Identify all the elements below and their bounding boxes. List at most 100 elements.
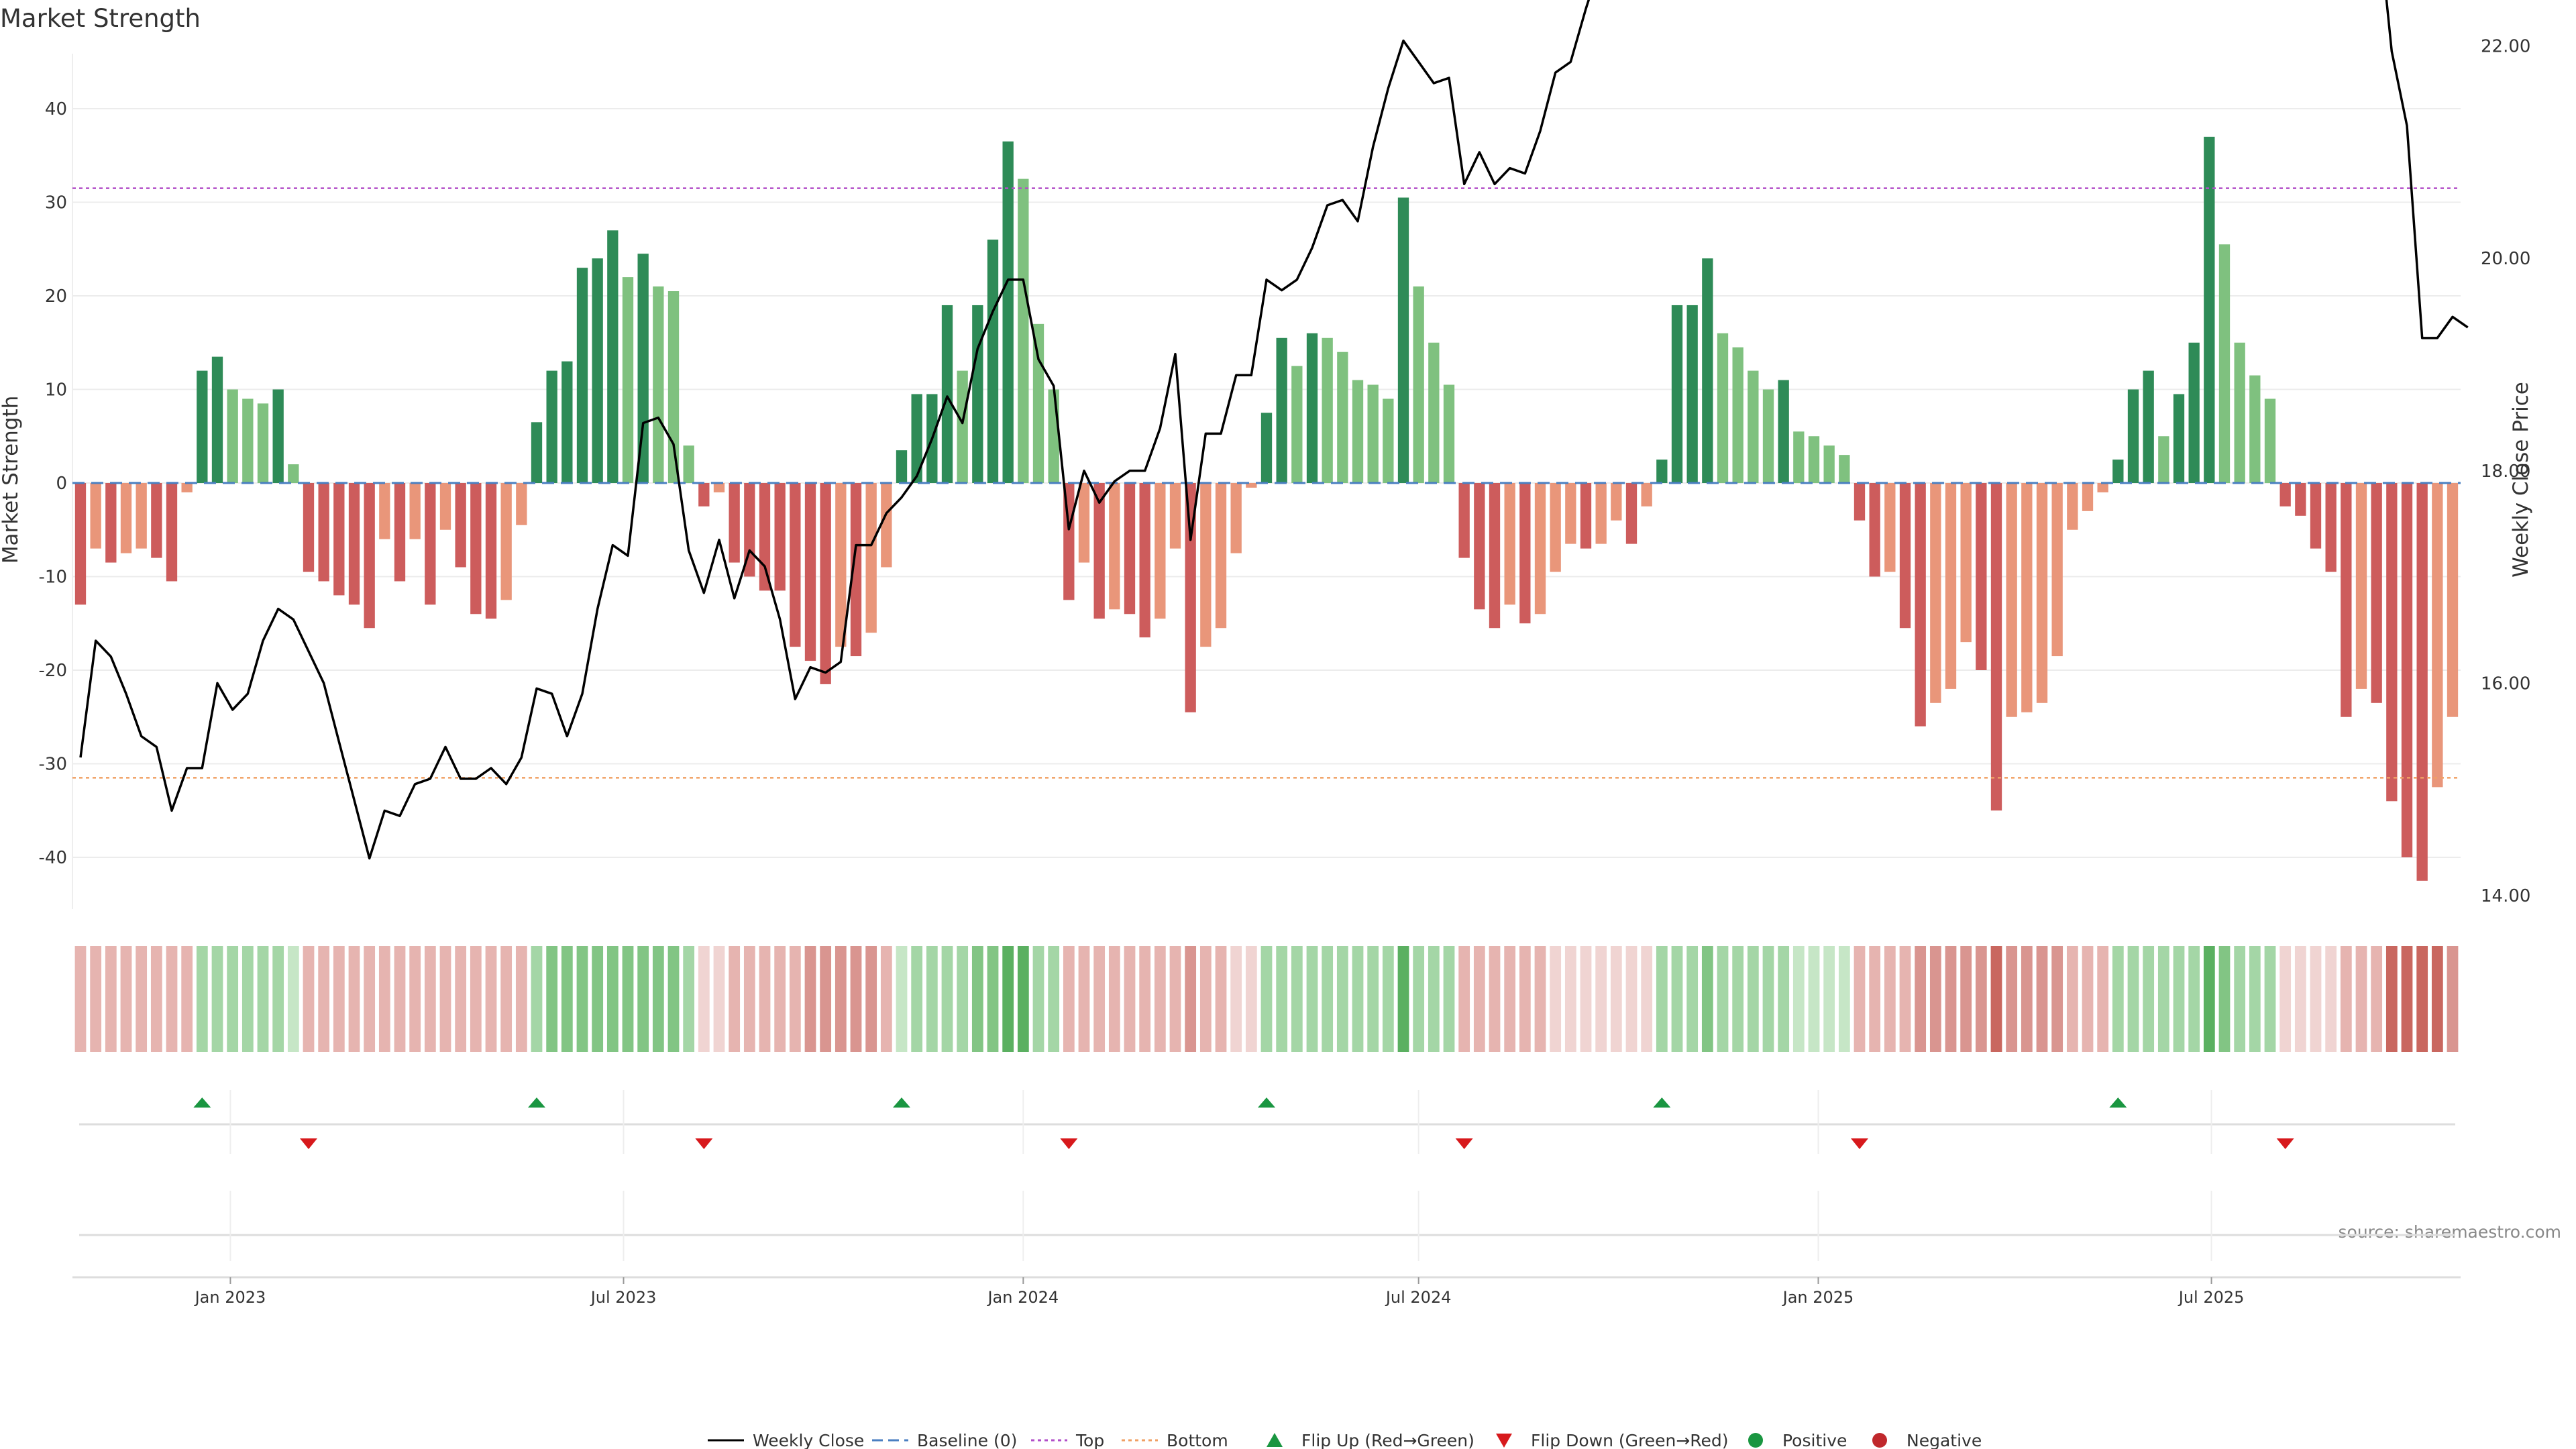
heat-cell: [880, 946, 892, 1052]
legend-label: Flip Up (Red→Green): [1301, 1431, 1474, 1449]
strength-bar: [1656, 460, 1668, 483]
heat-cell: [424, 946, 436, 1052]
strength-bar: [2188, 342, 2200, 483]
strength-bar: [1641, 483, 1652, 506]
heat-cell: [1428, 946, 1440, 1052]
heat-cell: [287, 946, 299, 1052]
strength-bar: [1397, 197, 1409, 483]
heat-cell: [1990, 946, 2002, 1052]
strength-bar: [1748, 370, 1759, 483]
heat-cell: [1215, 946, 1227, 1052]
strength-bar: [1823, 445, 1835, 483]
strength-bar: [561, 361, 573, 483]
strength-bar: [1717, 333, 1729, 483]
strength-bar: [74, 483, 87, 605]
heat-cell: [546, 946, 558, 1052]
heat-cell: [439, 946, 451, 1052]
heat-cell: [211, 946, 223, 1052]
strength-bar: [774, 483, 786, 591]
heat-cell: [136, 946, 148, 1052]
heat-cell: [1367, 946, 1379, 1052]
strength-bar: [881, 483, 892, 568]
heat-cell: [637, 946, 649, 1052]
heat-cell: [652, 946, 664, 1052]
y-tick-label: 20: [45, 286, 67, 307]
heat-cell: [90, 946, 102, 1052]
heat-cell: [1078, 946, 1090, 1052]
heat-cell: [531, 946, 543, 1052]
strength-bar: [136, 483, 147, 549]
heat-cell: [1032, 946, 1044, 1052]
flip-down-marker: [695, 1138, 713, 1149]
strength-bar: [698, 483, 710, 506]
strength-bar: [972, 305, 983, 483]
strength-bar: [1595, 483, 1607, 544]
strength-bar: [1945, 483, 1957, 689]
strength-bar: [2021, 483, 2033, 712]
heat-cell: [1960, 946, 1972, 1052]
y-tick-label: 40: [45, 99, 67, 119]
strength-bar: [850, 483, 862, 657]
heat-cell: [1048, 946, 1060, 1052]
heat-cell: [957, 946, 969, 1052]
y-tick-label: -20: [39, 661, 67, 681]
strength-bar: [1839, 455, 1850, 483]
strength-bar: [1185, 483, 1196, 712]
y2-tick-label: 22.00: [2481, 37, 2530, 57]
heat-cell: [1747, 946, 1759, 1052]
strength-bar: [2295, 483, 2306, 516]
strength-bar: [1109, 483, 1120, 610]
strength-bar: [531, 422, 543, 483]
heat-cell: [2097, 946, 2109, 1052]
strength-bar: [1246, 483, 1257, 488]
strength-bar: [2158, 436, 2169, 483]
heat-cell: [729, 946, 741, 1052]
strength-bar: [941, 305, 953, 483]
y-tick-label: -40: [39, 848, 67, 868]
strength-bar: [1032, 323, 1044, 483]
strength-bar: [1808, 436, 1820, 483]
strength-bar: [1352, 380, 1364, 483]
heat-cell: [1778, 946, 1790, 1052]
heat-cell: [105, 946, 117, 1052]
strength-bar: [1762, 389, 1774, 483]
y-tick-label: -10: [39, 568, 67, 588]
heat-cell: [1002, 946, 1014, 1052]
y2-axis-title: Weekly Close Price: [2509, 382, 2533, 578]
strength-bar: [2127, 389, 2139, 483]
strength-bar: [455, 483, 466, 568]
strength-bar: [242, 398, 254, 483]
strength-bar: [1169, 483, 1181, 549]
strength-bar: [1930, 483, 1941, 703]
heat-cell: [713, 946, 725, 1052]
heat-cell: [303, 946, 315, 1052]
strength-bar: [2341, 483, 2352, 717]
strength-bar: [759, 483, 771, 591]
heat-cell: [1093, 946, 1106, 1052]
heat-cell: [1291, 946, 1303, 1052]
strength-bar: [1276, 337, 1287, 483]
heat-cell: [820, 946, 832, 1052]
strength-bar: [1139, 483, 1150, 638]
strength-bar: [804, 483, 816, 661]
strength-bar: [911, 394, 922, 483]
strength-bar: [1915, 483, 1926, 727]
strength-bar: [1337, 352, 1348, 483]
x-tick-label: Jul 2024: [1385, 1288, 1452, 1307]
strength-bar: [394, 483, 406, 582]
strength-bar: [2371, 483, 2382, 703]
heat-cell: [1124, 946, 1136, 1052]
strength-bar: [516, 483, 527, 525]
heat-cell: [1336, 946, 1348, 1052]
strength-bar: [576, 268, 588, 483]
heat-cell: [1519, 946, 1531, 1052]
strength-bar: [1413, 286, 1424, 483]
y-tick-label: 10: [45, 380, 67, 400]
legend-label: Positive: [1782, 1431, 1847, 1449]
strength-bar: [1990, 483, 2002, 811]
heat-cell: [2416, 946, 2428, 1052]
heat-cell: [1899, 946, 1911, 1052]
heat-cell: [2431, 946, 2443, 1052]
strength-bar: [1443, 384, 1455, 483]
heat-cell: [1504, 946, 1516, 1052]
